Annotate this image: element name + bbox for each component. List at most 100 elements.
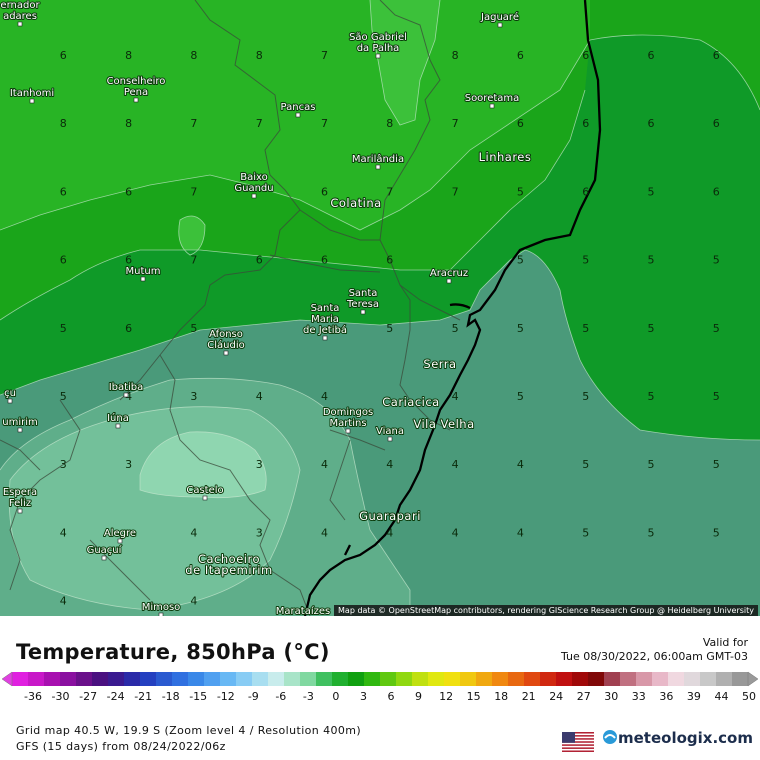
colorbar-tick-label: 50: [742, 690, 756, 703]
colorbar-tick-label: 9: [415, 690, 422, 703]
temperature-map[interactable]: 6 8 8 8 7 8 6 6 6 6 8 8 7 7 7 8 7 6 6 6 6 6 6 7 6 7 7 5 6 5 6 6 6 7 6 6 6 5 5 5…: [0, 0, 760, 616]
city-label: Guaçuí: [87, 544, 123, 556]
temperature-colorbar: -36 -30 -27 -24 -21 -18 -15 -12 -9 -6 -3 0 3 6 9 12 15 18…: [1, 671, 759, 703]
grid-value: 4: [256, 390, 263, 403]
grid-value: 7: [452, 117, 459, 130]
city-label: Linhares: [479, 150, 532, 164]
colorbar-cell: [508, 672, 525, 686]
grid-value: 5: [190, 322, 197, 335]
colorbar-cell: [204, 672, 221, 686]
grid-value: 7: [386, 185, 393, 198]
grid-value: 5: [648, 185, 655, 198]
city-castelo: Castelo: [185, 484, 225, 501]
city-marker-icon: [29, 98, 35, 104]
grid-value: 4: [452, 390, 459, 403]
city-marker-icon: [251, 193, 257, 199]
city-label: Itanhomi: [10, 88, 54, 99]
city-colatina: Colatina: [329, 195, 382, 211]
colorbar-cell: [268, 672, 285, 686]
colorbar-cell: [588, 672, 605, 686]
colorbar-tick-label: 24: [549, 690, 563, 703]
us-flag-icon[interactable]: [562, 732, 594, 752]
colorbar-cell: [140, 672, 157, 686]
grid-value: 5: [713, 254, 720, 267]
map-attribution[interactable]: Map data © OpenStreetMap contributors, r…: [334, 605, 758, 616]
city-ibatiba: Ibatiba: [108, 381, 144, 398]
city-marker-icon: [17, 508, 23, 514]
grid-value: 6: [713, 117, 720, 130]
city-mutum: Mutum: [125, 265, 161, 282]
colorbar-tick-label: -6: [275, 690, 286, 703]
city-label: Mutum: [126, 266, 161, 277]
grid-value: 5: [713, 458, 720, 471]
colorbar-cell: [316, 672, 333, 686]
city-label: Baixo: [240, 172, 268, 183]
grid-value: 4: [321, 526, 328, 539]
colorbar-cell: [332, 672, 349, 686]
city-label: Pancas: [281, 102, 316, 113]
model-info: GFS (15 days) from 08/24/2022/06z: [16, 740, 226, 753]
grid-value: 8: [60, 117, 67, 130]
grid-value: 6: [582, 185, 589, 198]
city-marker-icon: [115, 423, 121, 429]
colorbar-tick-label: 39: [687, 690, 701, 703]
colorbar-cell: [156, 672, 173, 686]
city-label: umirim: [2, 417, 38, 428]
colorbar-cell: [220, 672, 237, 686]
city-label: Pena: [124, 87, 148, 98]
map-title: Temperature, 850hPa (°C): [16, 640, 330, 664]
grid-value: 7: [190, 254, 197, 267]
city-marker-icon: [387, 436, 393, 442]
city-label: Santa: [349, 288, 378, 299]
grid-value: 6: [60, 49, 67, 62]
colorbar-cell: [76, 672, 93, 686]
grid-value: 4: [452, 526, 459, 539]
grid-value: 3: [60, 458, 67, 471]
grid-value: 4: [386, 458, 393, 471]
colorbar-tick-label: 30: [604, 690, 618, 703]
colorbar-tick-label: 3: [360, 690, 367, 703]
grid-value: 7: [190, 185, 197, 198]
city-label: Cachoeiro: [198, 552, 260, 566]
grid-value: 6: [60, 254, 67, 267]
colorbar-cell: [108, 672, 125, 686]
city-label: Marilândia: [352, 153, 404, 165]
colorbar-cell: [252, 672, 269, 686]
colorbar-cell: [732, 672, 749, 686]
colorbar-cell: [540, 672, 557, 686]
colorbar-tick-label: -3: [303, 690, 314, 703]
colorbar-cell: [476, 672, 493, 686]
grid-value: 4: [60, 595, 67, 608]
brand-logo[interactable]: meteologix.com: [602, 729, 753, 747]
city-marker-icon: [375, 164, 381, 170]
colorbar-cell: [460, 672, 477, 686]
city-label: ernador: [0, 0, 40, 11]
municipal-borders: [0, 0, 461, 616]
colorbar-tick-label: -30: [52, 690, 70, 703]
city-label: Cláudio: [207, 339, 244, 351]
grid-value: 5: [60, 390, 67, 403]
grid-value: 3: [190, 390, 197, 403]
colorbar-tick-label: -21: [134, 690, 152, 703]
grid-value: 4: [321, 458, 328, 471]
colorbar-left-arrow: [1, 671, 13, 687]
city-marker-icon: [117, 538, 123, 544]
colorbar-cell: [700, 672, 717, 686]
city-label: Martins: [329, 418, 366, 429]
valid-date: Tue 08/30/2022, 06:00am GMT-03: [560, 650, 748, 663]
city-label: Guarapari: [359, 509, 421, 523]
colorbar-cell: [28, 672, 45, 686]
colorbar-tick-label: 18: [494, 690, 508, 703]
grid-value: 4: [386, 526, 393, 539]
grid-value: 4: [321, 390, 328, 403]
grid-value: 4: [125, 390, 132, 403]
grid-value: 5: [452, 322, 459, 335]
colorbar-tick-label: 21: [522, 690, 536, 703]
colorbar-cell: [124, 672, 141, 686]
temp-band-8-small: [178, 216, 205, 255]
colorbar-cell: [44, 672, 61, 686]
colorbar-tick-label: -18: [162, 690, 180, 703]
temp-band-8: [370, 0, 440, 125]
